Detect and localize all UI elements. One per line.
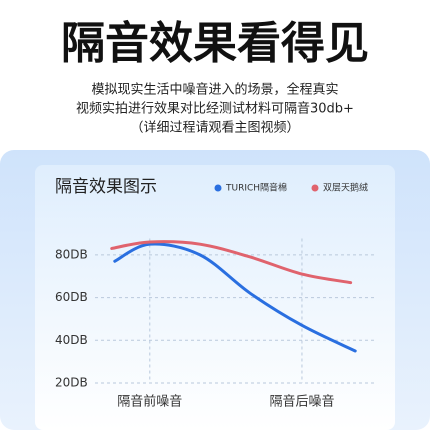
x-tick-label: 隔音后噪音 <box>269 394 334 410</box>
y-tick-label: 40DB <box>55 333 88 347</box>
y-tick-label: 20DB <box>55 376 88 390</box>
legend-label: 双层天鹅绒 <box>323 182 368 194</box>
title: 隔音效果看得见 <box>61 18 369 69</box>
subtitle: （详细过程请观看主图视频） <box>130 120 299 136</box>
legend-label: TURICH隔音棉 <box>225 182 287 194</box>
subtitle: 模拟现实生活中噪音进入的场景，全程真实 <box>91 82 338 98</box>
y-tick-label: 80DB <box>55 247 88 261</box>
legend-dot <box>214 184 222 192</box>
legend-dot <box>311 184 319 192</box>
line <box>113 242 357 353</box>
y-tick-label: 60DB <box>55 290 88 304</box>
x-tick-label: 隔音前噪音 <box>117 394 182 410</box>
chart-title: 隔音效果图示 <box>55 177 157 197</box>
subtitle: 视频实拍进行效果对比经测试材料可隔音30db+ <box>76 101 354 117</box>
line <box>110 240 353 285</box>
